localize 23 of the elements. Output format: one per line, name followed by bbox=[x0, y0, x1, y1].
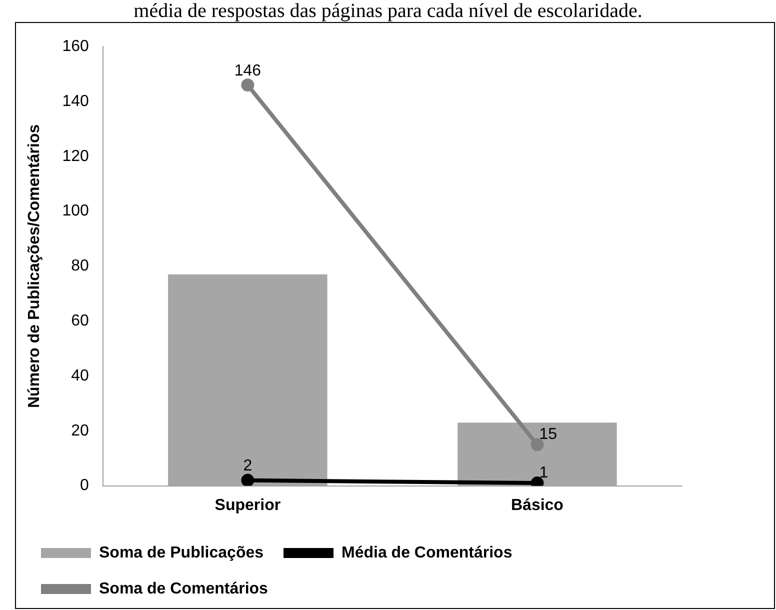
y-tick-label: 140 bbox=[62, 92, 89, 110]
data-label: 146 bbox=[234, 62, 262, 80]
y-tick-label: 160 bbox=[62, 38, 89, 56]
chart-title: média de respostas das páginas para cada nível de escolaridade. bbox=[132, 0, 644, 22]
y-tick-label: 20 bbox=[71, 422, 89, 440]
data-label: 15 bbox=[539, 426, 558, 444]
x-tick-label: Básico bbox=[510, 496, 564, 514]
y-tick-label: 0 bbox=[80, 477, 89, 494]
point bbox=[241, 474, 254, 486]
legend-label: Soma de Comentários bbox=[99, 580, 268, 598]
y-tick-label: 80 bbox=[71, 258, 89, 275]
y-tick-label: 120 bbox=[62, 148, 89, 165]
legend-label: Média de Comentários bbox=[342, 544, 512, 562]
x-tick-label: Superior bbox=[214, 496, 281, 514]
y-tick-label: 40 bbox=[71, 367, 89, 384]
point bbox=[530, 438, 544, 452]
y-axis-title: Número de Publicações/Comentários bbox=[26, 124, 44, 408]
point bbox=[241, 78, 254, 92]
legend-label: Soma de Publicações bbox=[99, 544, 264, 562]
y-tick-label: 60 bbox=[71, 312, 89, 330]
y-tick-label: 100 bbox=[62, 202, 89, 220]
data-label: 1 bbox=[539, 464, 548, 482]
data-label: 2 bbox=[243, 458, 252, 475]
